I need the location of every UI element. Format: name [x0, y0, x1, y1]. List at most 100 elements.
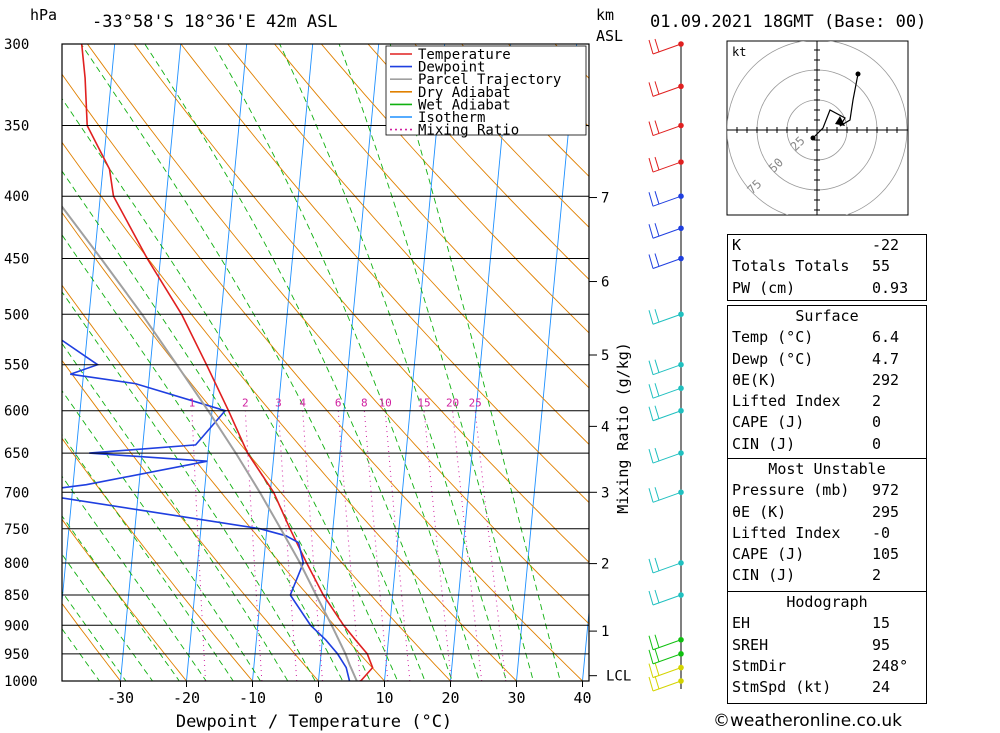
wind-barb-shaft [652, 364, 682, 376]
pressure-tick-label: 950 [4, 647, 29, 663]
hodograph-table: Hodograph EH 15 SREH 95 StmDir 248° StmSpd … [727, 592, 927, 704]
wind-barb [648, 557, 684, 574]
wind-barb-flag [654, 309, 660, 323]
series-dewpoint [62, 339, 351, 681]
height-tick-label: 4 [601, 419, 609, 435]
hodograph-unit-label: kt [732, 45, 746, 59]
wind-barb-shaft [652, 195, 682, 207]
wind-barb-flag [648, 82, 654, 97]
height-tick-label: 6 [601, 275, 609, 291]
wet-adiabat-line [279, 44, 507, 681]
wind-barb-flag [648, 406, 654, 421]
wind-barb-flag [648, 121, 654, 136]
wind-barb-flag [648, 558, 654, 574]
hodograph-end-point [855, 71, 861, 77]
wind-barb-flag [654, 81, 660, 95]
plot-frame [61, 43, 590, 682]
wind-barb-flag [654, 359, 660, 373]
pressure-tick-label: 550 [4, 358, 29, 374]
wind-barb-shaft [652, 639, 682, 651]
mixing-ratio-label: 20 [446, 397, 459, 410]
dry-adiabat-line [62, 518, 188, 681]
wind-barb-flag [654, 383, 660, 397]
wet-adiabat-line [62, 342, 289, 681]
pressure-tick-label: 650 [4, 446, 29, 462]
asl-unit-label: ASL [596, 27, 624, 45]
mixing-ratio-label: 1 [189, 397, 196, 410]
wind-barb-flag [648, 192, 654, 207]
most-unstable-row: Lifted Index -0 [732, 523, 891, 542]
wind-barb [648, 120, 684, 137]
wind-barb-shaft [652, 410, 682, 422]
wind-barb-shaft [652, 313, 682, 325]
surface-row: CIN (J) 0 [732, 434, 882, 453]
wind-barb-flag [648, 663, 654, 678]
location-title: -33°58'S 18°36'E 42m ASL [92, 12, 338, 32]
wind-barb-shaft [652, 594, 682, 606]
surface-row: Dewp (°C) 4.7 [732, 349, 900, 368]
pressure-tick-label: 300 [4, 37, 29, 53]
mixing-ratio-label: 8 [361, 397, 368, 410]
wind-barb-flag [654, 253, 660, 267]
wet-adiabat-line [62, 291, 316, 681]
legend-label: Isotherm [418, 110, 485, 126]
wind-barb-shaft [652, 43, 682, 55]
wind-barb [648, 589, 684, 606]
dry-adiabat-line [367, 44, 589, 281]
isotherm-line [384, 44, 446, 681]
legend-label: Dry Adiabat [418, 85, 511, 101]
datetime-title: 01.09.2021 18GMT (Base: 00) [650, 12, 927, 32]
mixing-ratio-line [384, 410, 411, 681]
wind-barb [648, 487, 684, 503]
mixing-ratio-line [474, 410, 507, 681]
wind-barb [648, 38, 684, 55]
wind-barb [648, 223, 684, 239]
wind-barb-flag [654, 191, 660, 205]
wind-barb-flag [654, 648, 660, 663]
pressure-tick-label: 500 [4, 307, 29, 323]
wind-barb-shaft [652, 85, 682, 97]
legend-label: Parcel Trajectory [418, 72, 561, 88]
indices-row: K -22 [732, 236, 900, 254]
height-tick-label: 7 [601, 191, 609, 207]
height-tick-label: 3 [601, 485, 609, 501]
wind-barb-flag [648, 310, 654, 325]
wind-barb-flag [648, 254, 654, 269]
wet-adiabat-line [62, 234, 344, 681]
series-temperature [80, 44, 374, 681]
wind-barb-shaft [652, 667, 682, 679]
mixing-ratio-line [337, 410, 361, 681]
series-parcel-trajectory [62, 205, 358, 681]
mixing-ratio-label: 15 [417, 397, 430, 410]
wind-barb-flag [648, 384, 654, 399]
wind-barb-shaft [652, 387, 682, 399]
wet-adiabat-line [338, 44, 534, 681]
surface-table: Surface Temp (°C) 6.4 Dewp (°C) 4.7 θE(K) 2… [727, 305, 927, 459]
height-tick-label: 1 [601, 624, 609, 640]
most-unstable-title: Most Unstable [768, 460, 886, 478]
mixing-ratio-label: 4 [299, 397, 306, 410]
height-tick-label: LCL [606, 669, 631, 685]
wet-adiabat-line [62, 170, 371, 681]
x-tick-label: -30 [107, 689, 134, 707]
dry-adiabat-line [62, 73, 584, 681]
x-axis-title: Dewpoint / Temperature (°C) [176, 712, 452, 732]
wind-barb-flag [648, 635, 654, 650]
mixing-ratio-line [191, 410, 206, 681]
mixing-ratio-label: 6 [335, 397, 342, 410]
wet-adiabat-line [144, 44, 453, 681]
wind-barb-shaft [652, 562, 682, 574]
wind-barb [648, 662, 684, 679]
hodograph-row: StmSpd (kt) 24 [732, 678, 891, 697]
wind-barb-shaft [652, 125, 682, 137]
wind-barb [648, 405, 684, 422]
wind-barb [648, 156, 684, 173]
wet-adiabat-line [62, 97, 399, 681]
wind-barb [648, 191, 684, 207]
wet-adiabat-line [62, 475, 207, 681]
pressure-tick-label: 350 [4, 119, 29, 135]
wet-adiabat-line [80, 44, 426, 681]
wind-barb-shaft [652, 227, 682, 239]
dry-adiabat-line [62, 284, 386, 681]
isotherm-line [186, 44, 248, 681]
